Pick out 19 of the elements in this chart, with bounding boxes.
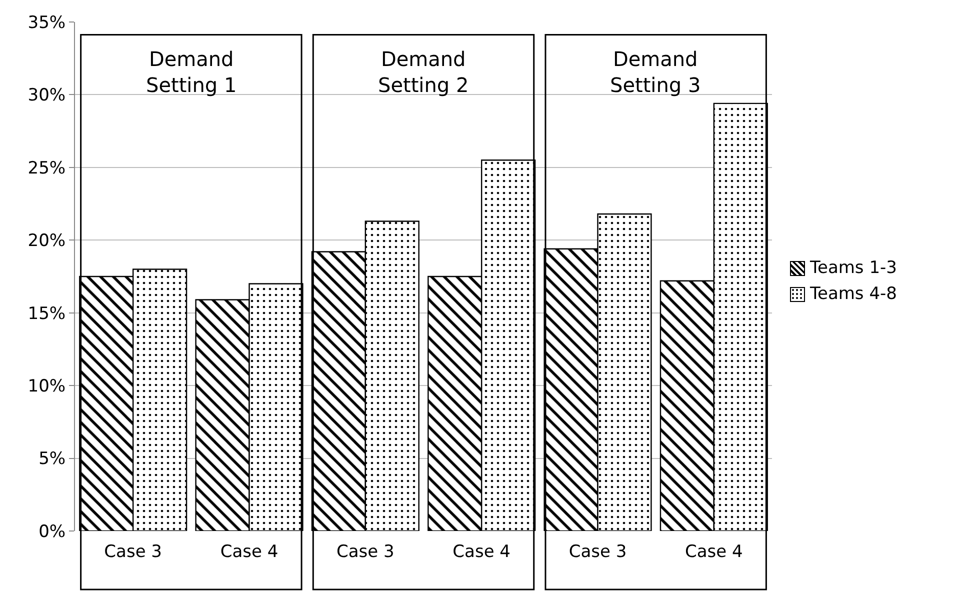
annotation: Demand Setting 2 [378,47,469,97]
y-tick-label: 10% [28,376,66,397]
y-tick-label: 0% [38,522,66,542]
y-tick-label: 35% [28,12,66,33]
y-tick-label: 25% [28,158,66,178]
x-tick-label: Case 4 [685,542,743,562]
legend-label: Teams 1-3 [810,258,897,278]
x-tick-label: Case 3 [104,542,162,562]
y-tick-label: 30% [28,86,66,106]
x-tick-label: Case 4 [220,542,278,562]
y-tick-label: 20% [28,231,66,252]
x-tick-label: Case 3 [568,542,627,562]
y-tick-label: 15% [28,304,66,324]
annotation: Demand Setting 1 [146,47,237,97]
legend-label: Teams 4-8 [810,284,897,304]
x-tick-label: Case 4 [452,542,510,562]
annotation: Demand Setting 3 [610,47,701,97]
y-tick-label: 5% [38,449,66,470]
x-tick-label: Case 3 [336,542,394,562]
